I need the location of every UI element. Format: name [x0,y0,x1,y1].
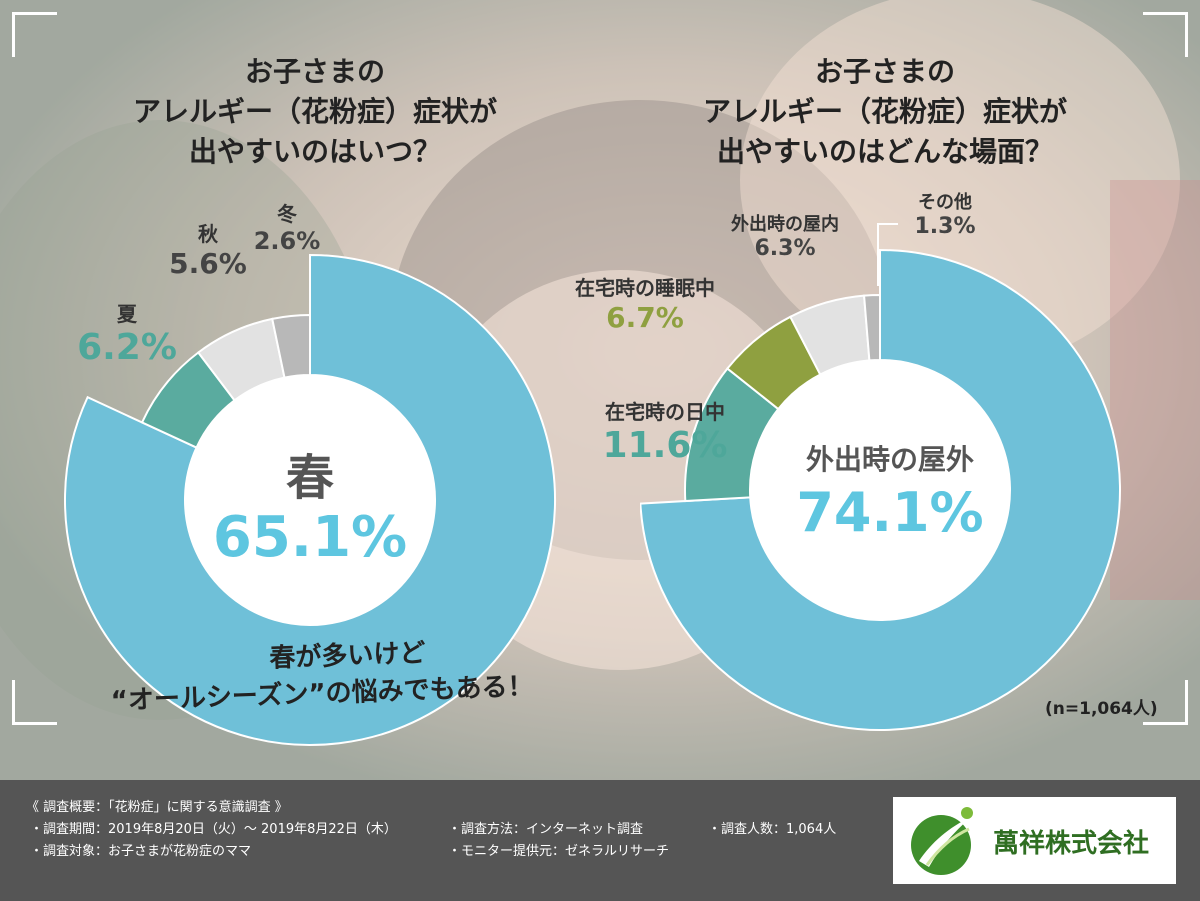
label-autumn-name: 秋 [198,222,218,246]
footer-target: ・調査対象：お子さまが花粉症のママ [30,844,252,859]
label-summer-name: 夏 [117,302,137,326]
label-indoor-out: 外出時の屋内 6.3% [700,210,870,261]
label-autumn-value: 5.6% [169,247,247,280]
label-summer: 夏 6.2% [72,298,182,368]
footer-heading: 《 調査概要：「花粉症」に関する意識調査 》 [26,800,288,815]
label-home-day-name: 在宅時の日中 [605,400,725,424]
left-title-line: アレルギー（花粉症）症状が [132,95,497,128]
right-title-line: 出やすいのはどんな場面？ [716,135,1053,168]
label-other-name: その他 [918,192,972,213]
sample-size-note: (n=1,064人) [1045,699,1158,719]
frame-corner-bottom-right [1143,680,1188,725]
label-home-sleep-value: 6.7% [606,301,684,334]
scene-donut-chart [640,248,1121,731]
label-home-day-value: 11.6% [602,425,728,466]
scene-center-hole [750,360,1010,620]
company-logo: 萬祥株式会社 [893,797,1176,884]
right-title-line: お子さまの [814,55,955,88]
right-center-value: 74.1% [796,481,984,544]
logo-text: 萬祥株式会社 [993,829,1150,859]
label-home-day: 在宅時の日中 11.6% [575,396,755,466]
frame-corner-bottom-left [12,680,57,725]
right-center-label: 外出時の屋外 74.1% [760,440,1020,546]
left-center-label: 春 65.1% [190,450,430,570]
right-center-name: 外出時の屋外 [805,443,974,476]
footer-count: ・調査人数：1,064人 [708,822,837,837]
season-center-hole [185,375,435,625]
label-summer-value: 6.2% [77,327,177,368]
left-center-name: 春 [285,450,334,506]
footer-method: ・調査方法：インターネット調査 [448,822,644,837]
label-winter-name: 冬 [277,202,297,226]
other-leader-line [877,223,898,286]
frame-corner-top-left [12,12,57,57]
left-title-line: お子さまの [244,55,385,88]
label-indoor-out-value: 6.3% [754,236,816,261]
label-other: その他 1.3% [900,188,990,239]
season-donut-chart [64,253,556,746]
label-winter-value: 2.6% [253,227,321,255]
footer-provider: ・モニター提供元：ゼネラルリサーチ [448,844,670,859]
left-chart-title: お子さまの アレルギー（花粉症）症状が 出やすいのはいつ？ [60,52,570,172]
label-winter: 冬 2.6% [242,198,332,255]
left-title-line: 出やすいのはいつ？ [188,135,441,168]
right-chart-title: お子さまの アレルギー（花粉症）症状が 出やすいのはどんな場面？ [630,52,1140,172]
label-autumn: 秋 5.6% [158,218,258,280]
label-other-value: 1.3% [914,214,976,239]
right-title-line: アレルギー（花粉症）症状が [702,95,1067,128]
leaf-swoosh-logo-icon [911,807,973,875]
label-indoor-out-name: 外出時の屋内 [731,214,839,235]
label-home-sleep: 在宅時の睡眠中 6.7% [540,272,750,334]
footer-period: ・調査期間：2019年8月20日（火）～ 2019年8月22日（木） [30,822,397,837]
frame-corner-top-right [1143,12,1188,57]
label-home-sleep-name: 在宅時の睡眠中 [575,276,715,300]
left-center-value: 65.1% [212,505,408,570]
